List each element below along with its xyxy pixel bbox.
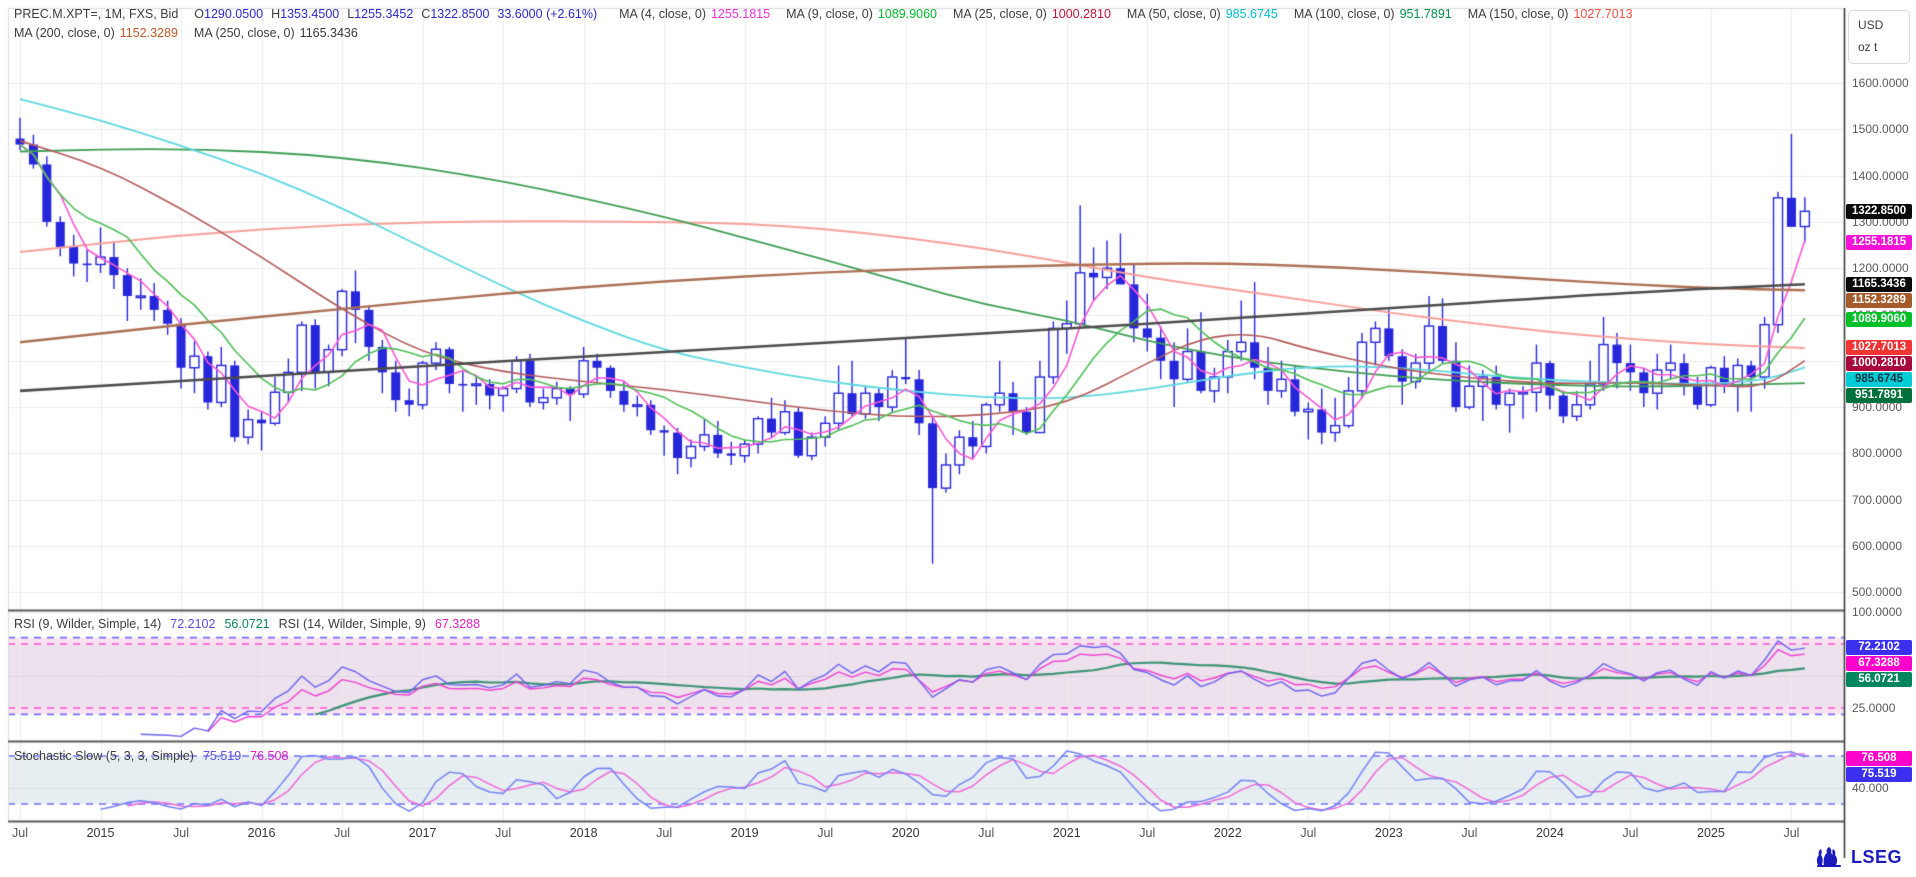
ma-legend-item[interactable]: MA (9, close, 0) 1089.9060 — [786, 7, 938, 21]
time-axis-label: 2025 — [1697, 826, 1725, 840]
chart-legend-row-1: PREC.M.XPT=, 1M, FXS, Bid O1290.0500 H1353… — [14, 7, 1649, 21]
time-axis-label: 2016 — [247, 826, 276, 840]
price-axis[interactable]: USD oz t 1600.0000 1500.0000 1400.0000 1300… — [1846, 0, 1916, 877]
price-badge: 72.2102 — [1846, 640, 1912, 656]
price-badge: 75.519 — [1846, 767, 1912, 783]
time-axis-label: Jul — [978, 826, 995, 840]
rsi-panel-header[interactable]: RSI (9, Wilder, Simple, 14) 72.2102 56.072… — [14, 617, 489, 631]
price-badge: 951.7891 — [1846, 388, 1912, 404]
indicator-header-part: 72.2102 — [170, 617, 216, 631]
price-badge: 1165.3436 — [1846, 276, 1912, 292]
time-axis-label: Jul — [495, 826, 512, 840]
rsi-axis-tick: 100.0000 — [1852, 605, 1903, 619]
instrument-label[interactable]: PREC.M.XPT=, 1M, FXS, Bid — [14, 7, 179, 21]
lseg-crest-icon — [1816, 847, 1841, 867]
price-axis-tick: 700.0000 — [1852, 492, 1903, 507]
time-axis-label: 2018 — [569, 826, 598, 840]
price-badge: 1000.2810 — [1846, 356, 1912, 372]
indicator-header-part: 75.519 — [202, 749, 242, 763]
change-value: 33.6000 (+2.61%) — [497, 7, 598, 21]
axis-unit-label: oz t — [1858, 40, 1878, 54]
ma-legend-item[interactable]: MA (200, close, 0) 1152.3289 — [14, 26, 178, 40]
time-axis-label: 2015 — [86, 826, 115, 840]
indicator-header-part: 67.3288 — [434, 617, 481, 631]
price-badge: 67.3288 — [1846, 656, 1912, 672]
time-axis-label: Jul — [173, 826, 190, 840]
time-axis-label: 2022 — [1213, 826, 1242, 840]
axis-unit-box[interactable]: USD oz t — [1848, 10, 1910, 64]
price-badge: 985.6745 — [1846, 372, 1912, 388]
chart-legend-row-2: MA (200, close, 0) 1152.3289 MA (250, clos… — [14, 26, 374, 40]
price-badge: 1089.9060 — [1846, 311, 1912, 327]
ma-legend-item[interactable]: MA (250, close, 0) 1165.3436 — [193, 26, 358, 40]
time-axis-label: Jul — [1139, 826, 1156, 840]
time-axis-label: Jul — [656, 826, 673, 840]
price-axis-tick: 1500.0000 — [1852, 122, 1909, 137]
ohlc-h: H1353.4500 — [271, 7, 340, 21]
time-axis-label: Jul — [1783, 826, 1800, 840]
time-axis-label: Jul — [334, 826, 351, 840]
ohlc-o: O1290.0500 — [194, 7, 264, 21]
price-axis-tick: 900.0000 — [1852, 400, 1903, 415]
ma-legend-item[interactable]: MA (150, close, 0) 1027.7013 — [1467, 7, 1633, 21]
rsi-axis-tick: 25.0000 — [1852, 701, 1896, 715]
price-badge: 1322.8500 — [1846, 203, 1912, 219]
indicator-header-part: RSI (9, Wilder, Simple, 14) — [14, 617, 162, 631]
price-axis-tick: 500.0000 — [1852, 585, 1903, 600]
ma-legend-item[interactable]: MA (4, close, 0) 1255.1815 — [619, 7, 771, 21]
price-badge: 1152.3289 — [1846, 292, 1912, 308]
time-axis-label: Jul — [1461, 826, 1478, 840]
lseg-logo-text: LSEG — [1850, 846, 1902, 867]
time-axis-label: Jul — [1622, 826, 1639, 840]
price-badge: 1027.7013 — [1846, 340, 1912, 356]
indicator-header-part: RSI (14, Wilder, Simple, 9) — [278, 617, 426, 631]
indicator-header-part: 56.0721 — [224, 617, 270, 631]
time-axis-label: Jul — [12, 826, 28, 840]
indicator-header-part: 76.508 — [250, 749, 289, 763]
time-axis-label: 2023 — [1374, 826, 1403, 840]
time-axis-label: 2021 — [1052, 826, 1081, 840]
price-badge: 1255.1815 — [1846, 235, 1912, 251]
price-axis-tick: 1400.0000 — [1852, 168, 1909, 183]
ma-legend-item[interactable]: MA (100, close, 0) 951.7891 — [1293, 7, 1452, 21]
time-axis-label: 2020 — [891, 826, 920, 840]
ma-legend-item[interactable]: MA (25, close, 0) 1000.2810 — [953, 7, 1111, 21]
time-axis-label: 2017 — [408, 826, 437, 840]
ohlc-l: L1255.3452 — [347, 7, 414, 21]
time-axis-label: 2024 — [1535, 826, 1564, 840]
stochastic-panel-header[interactable]: Stochastic Slow (5, 3, 3, Simple) 75.519 7… — [14, 749, 297, 763]
ma-legend-item[interactable]: MA (50, close, 0) 985.6745 — [1126, 7, 1278, 21]
price-badge: 56.0721 — [1846, 672, 1912, 688]
price-badge: 76.508 — [1846, 751, 1912, 767]
price-axis-tick: 1200.0000 — [1852, 261, 1909, 276]
lseg-logo: LSEG — [1814, 845, 1902, 869]
price-axis-tick: 800.0000 — [1852, 446, 1903, 461]
time-axis-label: Jul — [817, 826, 834, 840]
ohlc-c: C1322.8500 — [421, 7, 490, 21]
price-axis-tick: 600.0000 — [1852, 539, 1903, 553]
stoch-axis-tick: 40.000 — [1852, 781, 1889, 795]
indicator-header-part: Stochastic Slow (5, 3, 3, Simple) — [14, 749, 194, 763]
time-axis-label: 2019 — [730, 826, 759, 840]
price-axis-tick: 1600.0000 — [1852, 76, 1909, 90]
axis-currency-label: USD — [1858, 18, 1884, 32]
time-axis-label: Jul — [1300, 826, 1317, 840]
